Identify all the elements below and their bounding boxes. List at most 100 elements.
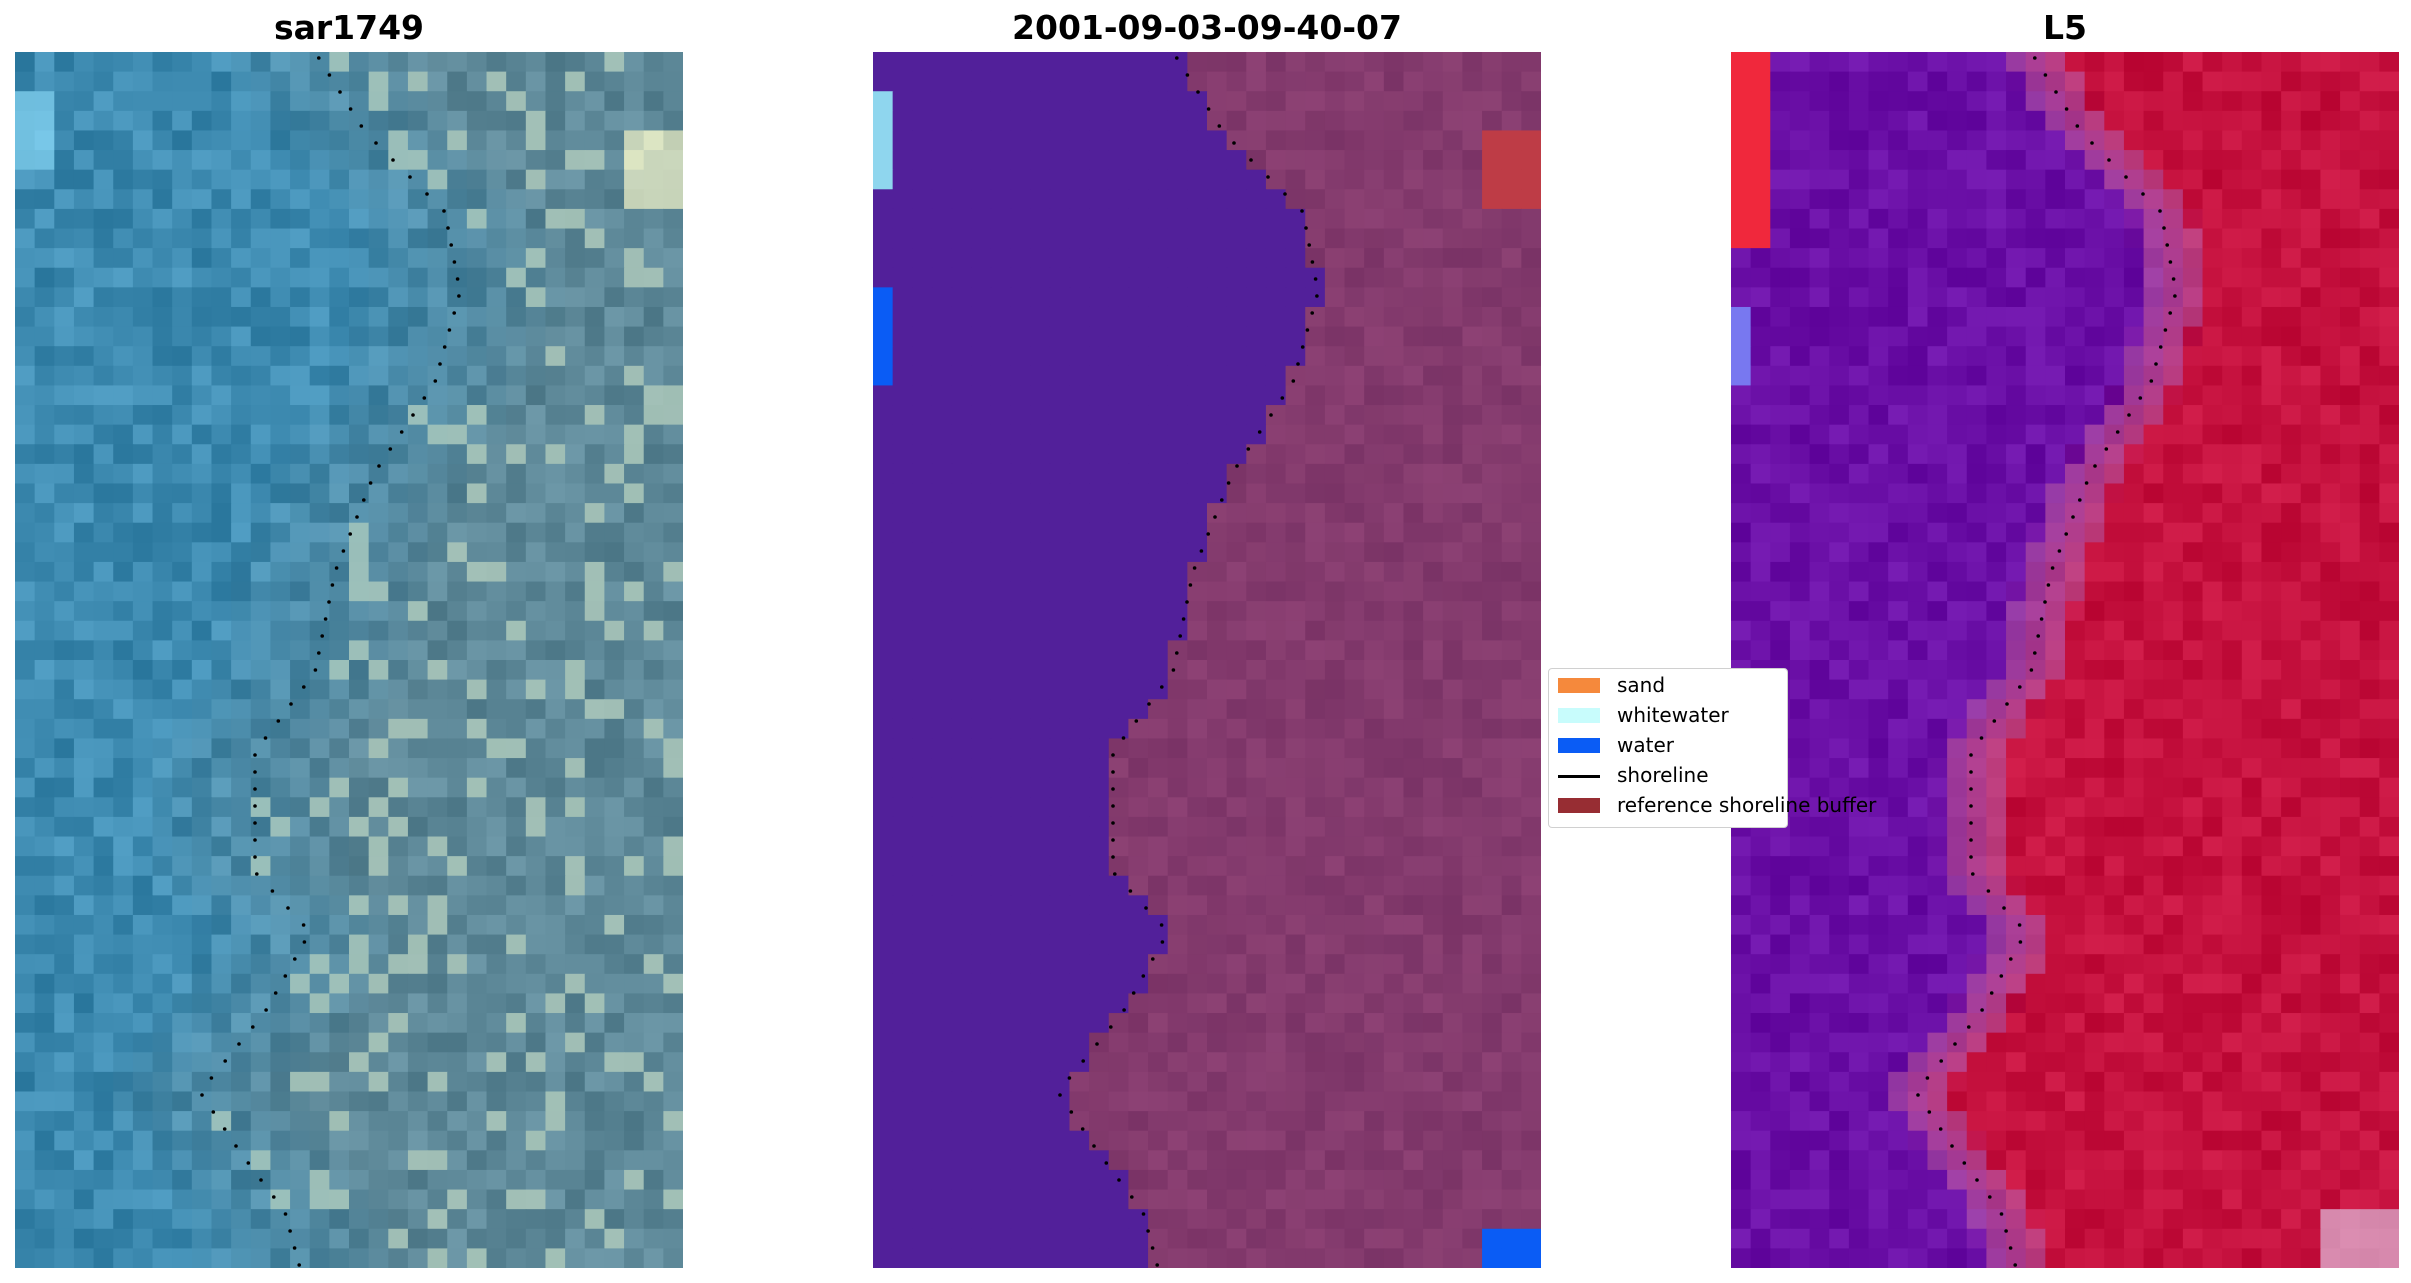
image-pixel bbox=[290, 522, 311, 543]
image-pixel bbox=[545, 856, 566, 877]
image-pixel bbox=[329, 365, 350, 387]
image-pixel bbox=[663, 91, 683, 112]
image-pixel bbox=[152, 581, 173, 602]
rgb-image-panel bbox=[15, 52, 683, 1268]
image-pixel bbox=[73, 934, 95, 955]
image-pixel bbox=[466, 1052, 488, 1073]
image-pixel bbox=[231, 91, 252, 112]
image-pixel bbox=[73, 405, 95, 426]
shoreline-dot bbox=[1080, 1127, 1085, 1131]
image-pixel bbox=[388, 522, 409, 543]
image-pixel bbox=[231, 777, 252, 798]
image-pixel bbox=[113, 1013, 134, 1034]
image-pixel bbox=[407, 248, 429, 269]
shoreline-dot bbox=[359, 124, 364, 128]
image-pixel bbox=[427, 973, 448, 995]
image-pixel bbox=[34, 856, 55, 877]
image-pixel bbox=[506, 267, 527, 288]
image-pixel bbox=[525, 836, 547, 857]
image-pixel bbox=[73, 287, 95, 308]
image-pixel bbox=[132, 71, 154, 92]
image-pixel bbox=[466, 875, 488, 896]
image-pixel bbox=[54, 503, 75, 524]
image-pixel bbox=[407, 542, 429, 563]
image-pixel bbox=[15, 483, 36, 504]
image-pixel bbox=[407, 71, 429, 92]
shoreline-overlay bbox=[1058, 56, 1319, 1267]
image-pixel bbox=[388, 267, 409, 288]
image-pixel bbox=[584, 130, 606, 151]
image-pixel bbox=[34, 267, 55, 288]
image-pixel bbox=[388, 620, 409, 641]
image-pixel bbox=[211, 71, 232, 92]
image-pixel bbox=[545, 699, 566, 720]
image-pixel bbox=[368, 856, 389, 877]
image-pixel bbox=[250, 267, 272, 288]
image-pixel bbox=[34, 679, 55, 700]
image-pixel bbox=[388, 189, 409, 210]
image-pixel bbox=[309, 1032, 330, 1053]
image-pixel bbox=[132, 581, 154, 602]
image-pixel bbox=[15, 287, 36, 308]
image-pixel bbox=[113, 797, 134, 818]
image-pixel bbox=[349, 738, 370, 759]
image-pixel bbox=[407, 777, 429, 798]
image-pixel bbox=[113, 346, 134, 367]
image-pixel bbox=[643, 110, 664, 132]
image-pixel bbox=[466, 718, 488, 740]
image-pixel bbox=[132, 640, 154, 661]
image-pixel bbox=[93, 679, 114, 700]
image-pixel bbox=[309, 208, 330, 230]
image-pixel bbox=[388, 581, 409, 602]
image-pixel bbox=[191, 463, 213, 485]
image-pixel bbox=[407, 267, 429, 288]
image-pixel bbox=[407, 561, 429, 583]
image-pixel bbox=[407, 326, 429, 347]
image-pixel bbox=[34, 405, 55, 426]
image-pixel bbox=[663, 385, 683, 406]
image-pixel bbox=[270, 208, 291, 230]
image-pixel bbox=[604, 973, 625, 995]
image-pixel bbox=[329, 208, 350, 230]
image-pixel bbox=[349, 444, 370, 465]
image-pixel bbox=[132, 836, 154, 857]
image-pixel bbox=[447, 326, 468, 347]
shoreline-dot bbox=[255, 872, 259, 876]
image-pixel bbox=[329, 875, 350, 896]
image-pixel bbox=[152, 169, 173, 190]
image-pixel bbox=[54, 405, 75, 426]
image-pixel bbox=[604, 1032, 625, 1053]
image-pixel bbox=[152, 954, 173, 975]
image-pixel bbox=[624, 914, 645, 936]
image-pixel bbox=[506, 150, 527, 171]
image-pixel bbox=[250, 522, 272, 543]
shoreline-dot bbox=[253, 753, 257, 757]
image-pixel bbox=[525, 561, 547, 583]
image-pixel bbox=[73, 758, 95, 779]
image-pixel bbox=[466, 777, 488, 798]
image-pixel bbox=[191, 405, 213, 426]
image-pixel bbox=[231, 875, 252, 896]
image-pixel bbox=[34, 444, 55, 465]
image-pixel bbox=[368, 1071, 389, 1093]
image-pixel bbox=[15, 620, 36, 641]
image-pixel bbox=[329, 444, 350, 465]
image-pixel bbox=[565, 405, 586, 426]
image-pixel bbox=[34, 1091, 55, 1112]
image-pixel bbox=[172, 973, 193, 995]
image-pixel bbox=[643, 875, 664, 896]
image-pixel bbox=[525, 346, 547, 367]
image-pixel bbox=[486, 52, 507, 73]
image-pixel bbox=[329, 738, 350, 759]
image-pixel bbox=[525, 91, 547, 112]
image-pixel bbox=[270, 758, 291, 779]
image-pixel bbox=[584, 267, 606, 288]
image-pixel bbox=[231, 718, 252, 740]
image-pixel bbox=[506, 228, 527, 249]
image-pixel bbox=[525, 679, 547, 700]
image-pixel bbox=[132, 875, 154, 896]
image-pixel bbox=[172, 71, 193, 92]
image-pixel bbox=[211, 326, 232, 347]
shoreline-dot bbox=[253, 787, 257, 791]
image-pixel bbox=[290, 993, 311, 1014]
